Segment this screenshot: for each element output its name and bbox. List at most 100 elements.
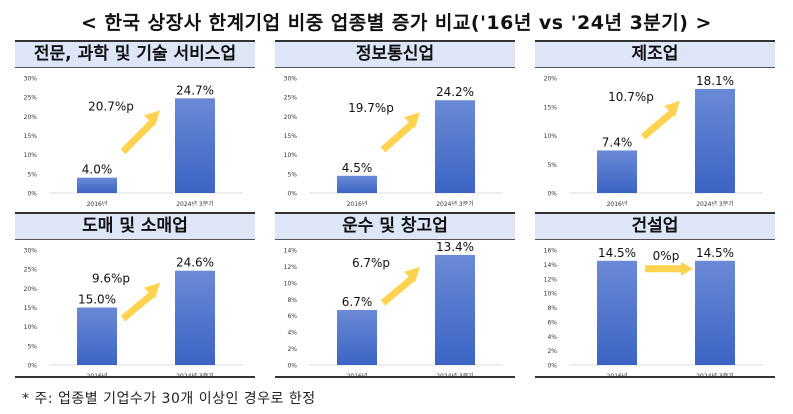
x-tick-label: 2016년 xyxy=(347,200,368,206)
data-label: 24.6% xyxy=(176,256,214,270)
chart-panel: 운수 및 창고업 0% 2% 4% 6% 8% 10% 12% 14% 6.7% 2016년 13.4… xyxy=(275,212,515,378)
data-label: 6.7% xyxy=(342,295,373,309)
y-tick-label: 30% xyxy=(24,76,38,83)
x-tick-label: 2016년 xyxy=(87,372,108,378)
y-tick-label: 8% xyxy=(287,297,297,304)
x-tick-label: 2016년 xyxy=(87,200,108,206)
bar xyxy=(695,88,735,193)
delta-label: 19.7%p xyxy=(348,101,394,115)
y-tick-label: 0% xyxy=(287,363,297,370)
data-label: 4.0% xyxy=(82,163,113,177)
x-tick-label: 2024년 3분기 xyxy=(696,372,734,378)
y-tick-label: 0% xyxy=(27,191,37,198)
panel-title: 정보통신업 xyxy=(275,40,515,68)
data-label: 14.5% xyxy=(696,246,734,260)
delta-label: 6.7%p xyxy=(352,256,390,270)
arrow-icon xyxy=(120,110,160,155)
y-tick-label: 4% xyxy=(547,334,557,341)
x-tick-label: 2016년 xyxy=(347,372,368,378)
y-tick-label: 6% xyxy=(547,319,557,326)
bar xyxy=(77,177,117,193)
panel-title: 제조업 xyxy=(535,40,775,68)
data-label: 14.5% xyxy=(598,246,636,260)
x-tick-label: 2024년 3분기 xyxy=(436,372,474,378)
x-tick-label: 2024년 3분기 xyxy=(436,200,474,206)
bar xyxy=(695,260,735,365)
panel-title: 운수 및 창고업 xyxy=(275,212,515,240)
bar-chart: 0% 2% 4% 6% 8% 10% 12% 14% 16% 14.5% 2016년 14.5% 202… xyxy=(544,246,763,378)
y-tick-label: 0% xyxy=(547,363,557,370)
data-label: 24.2% xyxy=(436,85,474,99)
arrow-icon xyxy=(380,112,420,153)
data-label: 4.5% xyxy=(342,161,373,175)
data-label: 24.7% xyxy=(176,83,214,97)
bar xyxy=(337,175,377,193)
bar-chart: 0% 5% 10% 15% 20% 7.4% 2016년 18.1% 2024년 3분기 10.7… xyxy=(544,74,763,206)
bar xyxy=(337,309,377,365)
arrow-icon xyxy=(645,261,693,276)
y-tick-label: 0% xyxy=(287,191,297,198)
bar-chart: 0% 2% 4% 6% 8% 10% 12% 14% 6.7% 2016년 13.4% 2024년 3… xyxy=(284,240,503,378)
delta-label: 20.7%p xyxy=(88,99,134,113)
chart-panel: 정보통신업 0% 5% 10% 15% 20% 25% 30% 4.5% 2016년 24.2% 20… xyxy=(275,40,515,206)
y-tick-label: 10% xyxy=(284,152,298,159)
y-tick-label: 10% xyxy=(24,152,38,159)
y-tick-label: 14% xyxy=(284,248,298,255)
x-tick-label: 2024년 3분기 xyxy=(176,372,214,378)
y-tick-label: 25% xyxy=(284,95,298,102)
arrow-icon xyxy=(120,282,160,322)
y-tick-label: 20% xyxy=(284,114,298,121)
bar xyxy=(77,307,117,365)
panel-title: 건설업 xyxy=(535,212,775,240)
panel-title: 전문, 과학 및 기술 서비스업 xyxy=(15,40,255,68)
delta-label: 0%p xyxy=(653,249,680,263)
y-tick-label: 15% xyxy=(24,305,38,312)
bar-chart: 0% 5% 10% 15% 20% 25% 30% 4.0% 2016년 24.7% 2024년 3… xyxy=(24,76,243,206)
y-tick-label: 5% xyxy=(27,171,37,178)
y-tick-label: 10% xyxy=(24,324,38,331)
y-tick-label: 5% xyxy=(287,171,297,178)
y-tick-label: 15% xyxy=(24,133,38,140)
panel-title: 도매 및 소매업 xyxy=(15,212,255,240)
chart-panel: 제조업 0% 5% 10% 15% 20% 7.4% 2016년 18.1% 2024년 3분기 1… xyxy=(535,40,775,206)
y-tick-label: 10% xyxy=(284,280,298,287)
y-tick-label: 2% xyxy=(547,348,557,355)
y-tick-label: 30% xyxy=(24,248,38,255)
x-tick-label: 2016년 xyxy=(607,200,628,206)
y-tick-label: 10% xyxy=(544,133,558,140)
y-tick-label: 16% xyxy=(544,248,558,255)
y-tick-label: 20% xyxy=(544,76,558,83)
x-tick-label: 2024년 3분기 xyxy=(696,200,734,206)
bar xyxy=(597,150,637,193)
divider xyxy=(275,376,515,378)
data-label: 7.4% xyxy=(602,135,633,149)
footnote: * 주: 업종별 기업수가 30개 이상인 경우로 한정 xyxy=(22,391,316,407)
y-tick-label: 20% xyxy=(24,286,38,293)
divider xyxy=(535,376,775,378)
bar xyxy=(597,260,637,365)
bar-chart: 0% 5% 10% 15% 20% 25% 30% 4.5% 2016년 24.2% 2024년 3… xyxy=(284,76,503,206)
y-tick-label: 12% xyxy=(284,264,298,271)
y-tick-label: 15% xyxy=(544,104,558,111)
data-label: 13.4% xyxy=(436,240,474,254)
y-tick-label: 25% xyxy=(24,267,38,274)
y-tick-label: 4% xyxy=(287,330,297,337)
y-tick-label: 0% xyxy=(547,191,557,198)
y-tick-label: 20% xyxy=(24,114,38,121)
bar xyxy=(435,254,475,365)
bar-chart: 0% 5% 10% 15% 20% 25% 30% 15.0% 2016년 24.6% 2024년 … xyxy=(24,248,243,378)
bar xyxy=(175,270,215,365)
y-tick-label: 30% xyxy=(284,76,298,83)
y-tick-label: 25% xyxy=(24,95,38,102)
bar xyxy=(435,100,475,193)
data-label: 15.0% xyxy=(78,293,116,307)
arrow-icon xyxy=(380,266,420,306)
y-tick-label: 15% xyxy=(284,133,298,140)
y-tick-label: 12% xyxy=(544,276,558,283)
x-tick-label: 2016년 xyxy=(607,372,628,378)
divider xyxy=(15,376,255,378)
y-tick-label: 5% xyxy=(27,343,37,350)
arrow-icon xyxy=(640,100,680,140)
chart-panel: 전문, 과학 및 기술 서비스업 0% 5% 10% 15% 20% 25% 30% 4.0% 2… xyxy=(15,40,255,206)
delta-label: 9.6%p xyxy=(92,272,130,286)
